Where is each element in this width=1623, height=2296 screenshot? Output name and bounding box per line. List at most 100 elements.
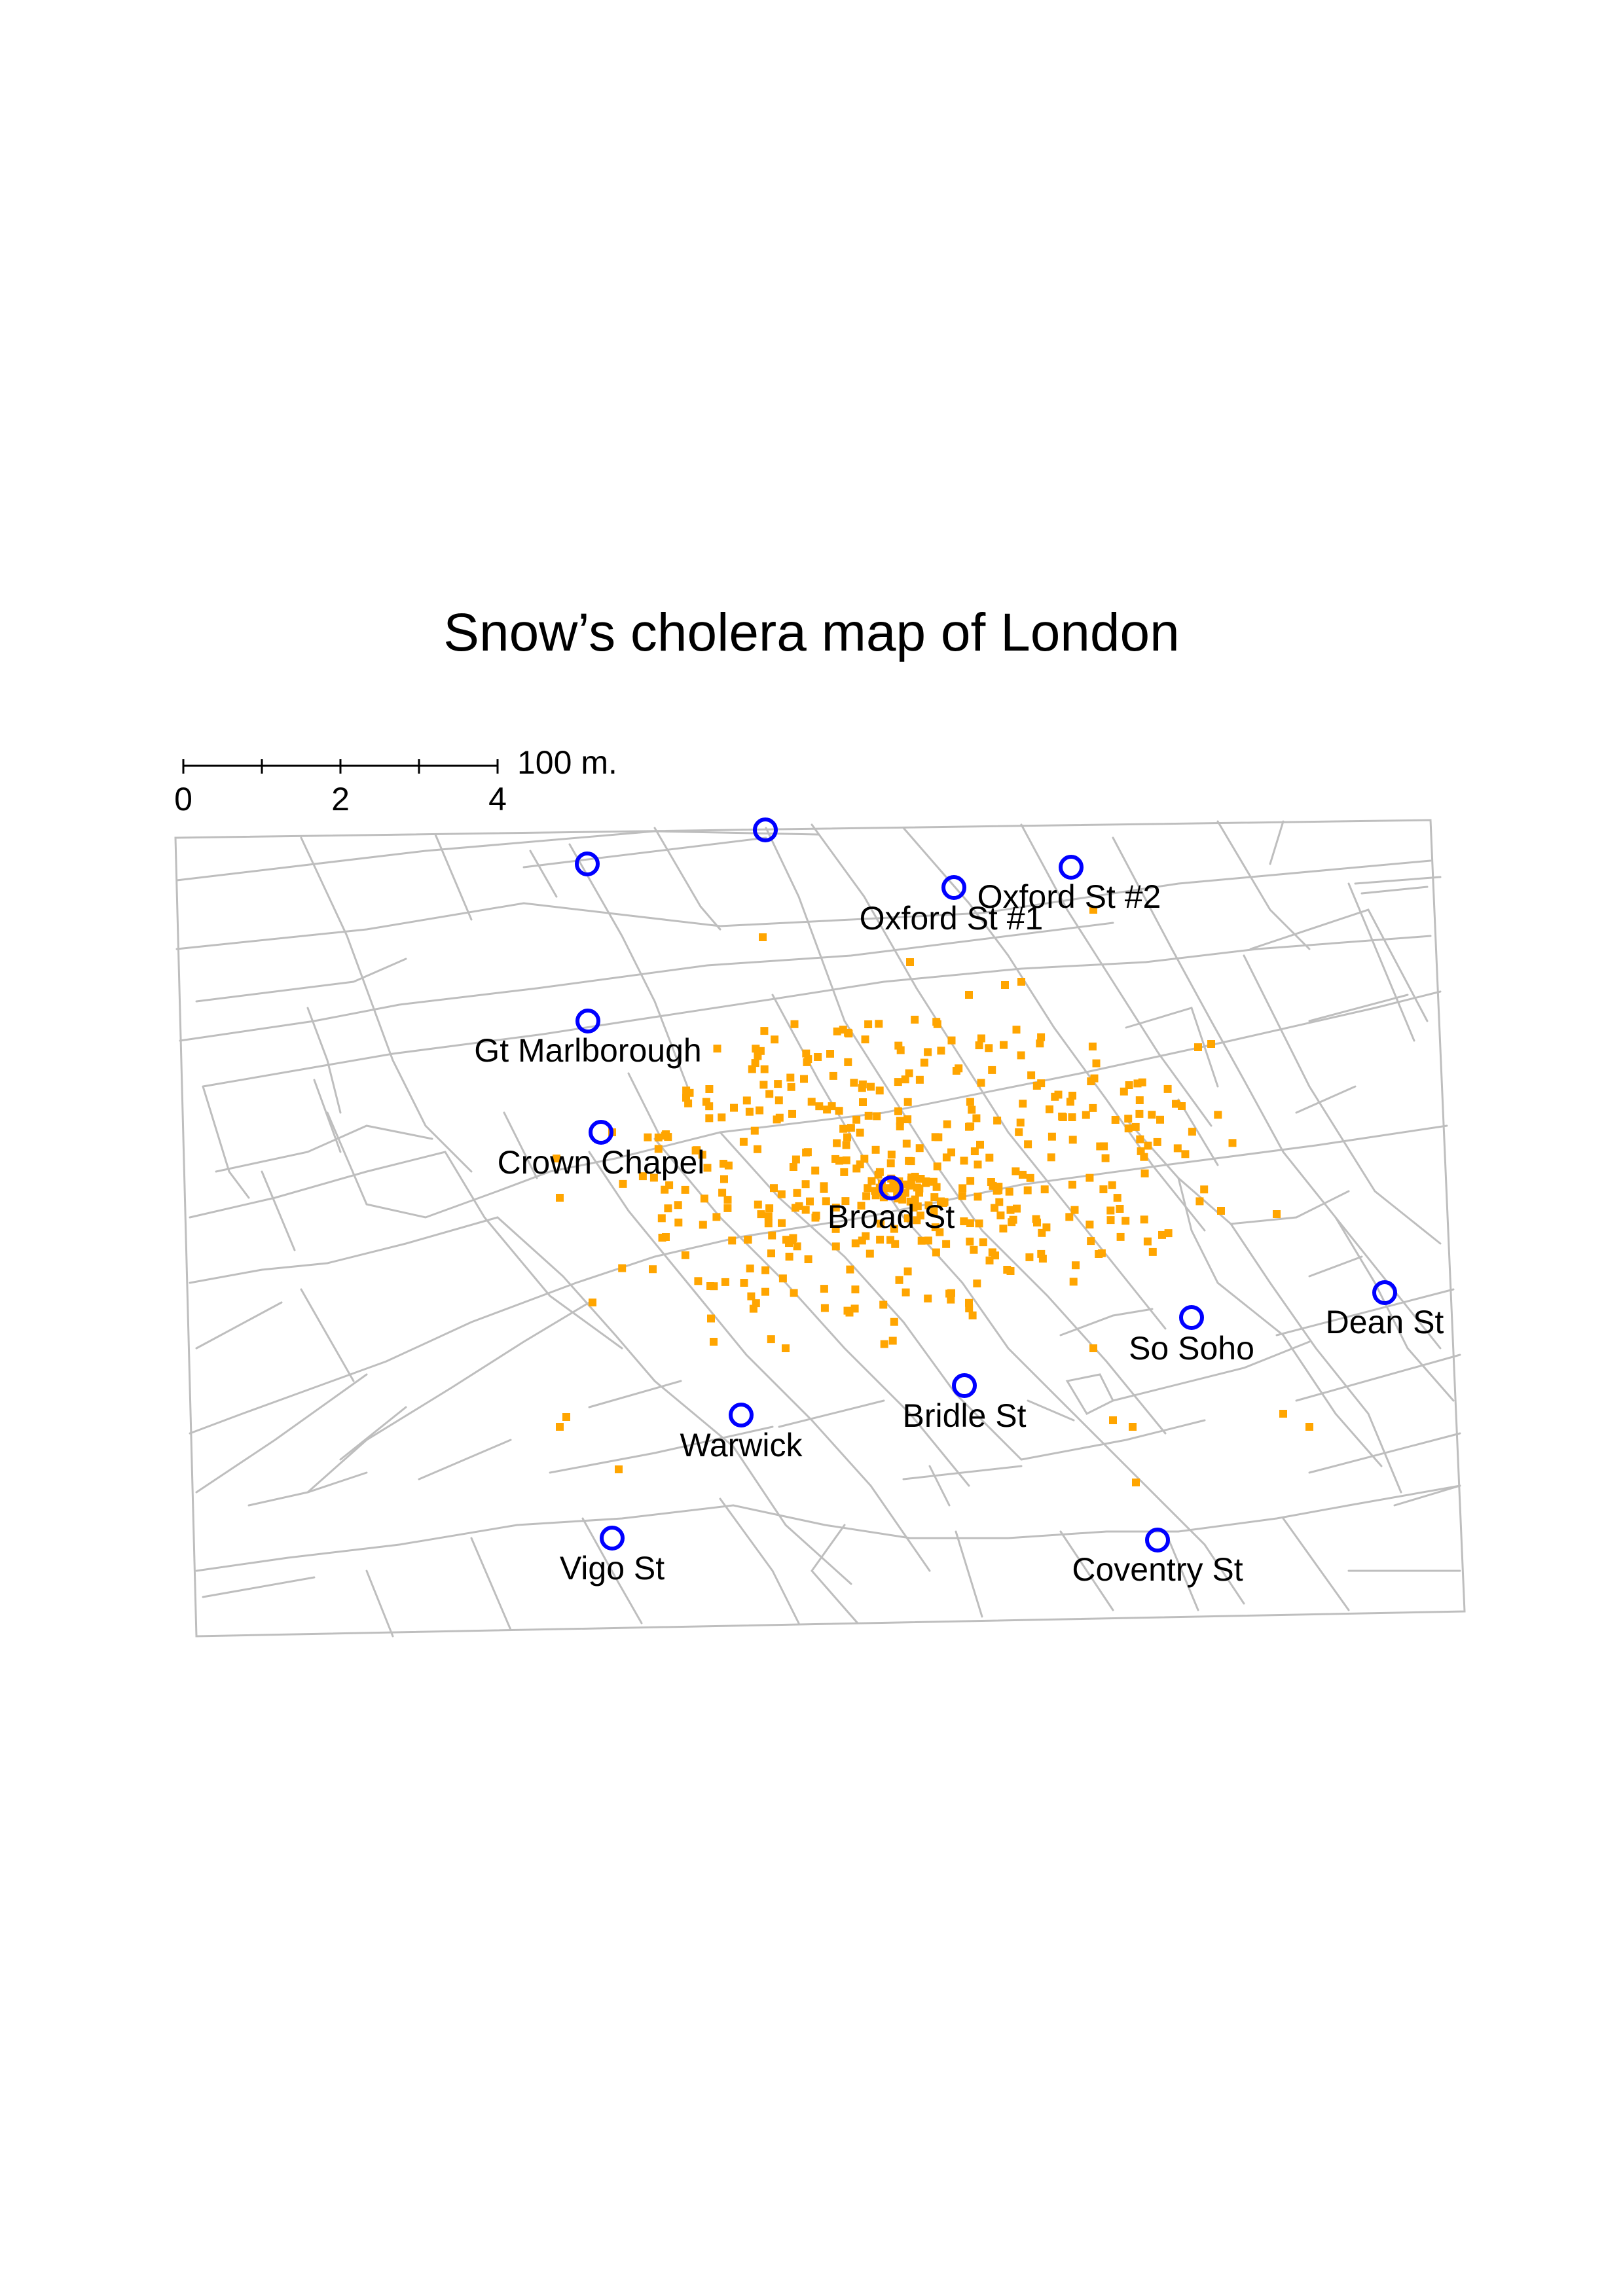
- death-marker: [698, 1151, 706, 1159]
- death-marker: [793, 1242, 801, 1251]
- death-marker: [657, 1214, 666, 1223]
- street-network: [175, 820, 1461, 1638]
- death-marker: [932, 1248, 940, 1257]
- death-marker: [756, 1106, 764, 1115]
- death-marker: [1037, 1079, 1046, 1088]
- pump-marker-oxford-st-1[interactable]: [941, 875, 966, 900]
- death-marker: [864, 1020, 873, 1028]
- death-marker: [1017, 978, 1025, 986]
- death-marker: [681, 1185, 689, 1194]
- pump-label-so-soho: So Soho: [1129, 1330, 1254, 1367]
- death-marker: [937, 1197, 945, 1206]
- death-marker: [903, 1267, 912, 1276]
- death-marker: [873, 1112, 881, 1121]
- death-marker: [1068, 1136, 1077, 1144]
- death-marker: [1068, 1113, 1076, 1121]
- death-marker: [931, 1133, 939, 1141]
- death-marker: [1129, 1423, 1137, 1431]
- death-marker: [1188, 1128, 1196, 1136]
- death-marker: [916, 1211, 924, 1220]
- death-marker: [991, 1251, 999, 1260]
- death-marker: [1099, 1185, 1108, 1194]
- death-marker: [1019, 1100, 1027, 1108]
- death-marker: [730, 1103, 738, 1112]
- pump-marker-broad-st[interactable]: [879, 1175, 903, 1200]
- death-marker: [723, 1196, 732, 1204]
- pump-marker-briddle-st[interactable]: [952, 1373, 977, 1398]
- death-marker: [822, 1197, 830, 1206]
- pump-marker-so-soho[interactable]: [1179, 1305, 1204, 1330]
- pump-marker-crown-chapel[interactable]: [589, 1120, 613, 1145]
- death-marker: [1024, 1140, 1032, 1149]
- death-marker: [710, 1338, 718, 1346]
- death-marker: [1181, 1150, 1190, 1158]
- death-marker: [757, 1210, 765, 1219]
- death-marker: [638, 1172, 647, 1181]
- death-marker: [694, 1277, 702, 1285]
- pump-marker-vigo-st[interactable]: [600, 1526, 625, 1551]
- death-marker: [739, 1138, 748, 1146]
- death-marker: [976, 1140, 984, 1149]
- pump-marker-oxford-st-2[interactable]: [1059, 855, 1084, 880]
- death-marker: [922, 1177, 930, 1185]
- death-marker: [721, 1278, 729, 1286]
- death-marker: [752, 1299, 760, 1308]
- death-marker: [785, 1253, 793, 1261]
- death-marker: [966, 1098, 974, 1106]
- pump-label-vigo-st: Vigo St: [560, 1550, 665, 1587]
- death-marker: [742, 1096, 751, 1105]
- death-marker: [1305, 1423, 1313, 1431]
- death-marker: [1124, 1115, 1133, 1123]
- death-marker: [760, 1027, 769, 1035]
- death-marker: [831, 1204, 840, 1211]
- death-marker: [924, 1048, 932, 1056]
- death-marker: [996, 1211, 1005, 1219]
- death-marker: [843, 1306, 852, 1315]
- pump-marker[interactable]: [753, 817, 778, 842]
- death-marker: [1194, 1043, 1202, 1051]
- death-marker: [975, 1041, 983, 1050]
- pump-marker-dean-st[interactable]: [1372, 1280, 1397, 1305]
- death-marker: [782, 1344, 790, 1352]
- death-marker: [901, 1075, 909, 1084]
- death-marker: [958, 1192, 966, 1200]
- death-marker: [589, 1299, 596, 1306]
- death-marker: [1001, 981, 1009, 989]
- death-marker: [930, 1207, 938, 1215]
- death-marker: [1136, 1135, 1144, 1143]
- pump-marker-gt-marlborough[interactable]: [575, 1009, 600, 1033]
- death-marker: [988, 1066, 996, 1074]
- death-marker: [767, 1249, 775, 1257]
- death-marker: [740, 1279, 748, 1287]
- death-marker: [906, 958, 914, 966]
- death-marker: [654, 1133, 663, 1141]
- death-marker: [1070, 1206, 1079, 1214]
- death-marker: [1089, 1103, 1097, 1112]
- death-marker: [907, 1157, 915, 1166]
- pump-marker-warwick[interactable]: [729, 1403, 754, 1427]
- death-marker: [835, 1107, 843, 1115]
- death-marker: [1124, 1124, 1133, 1133]
- death-marker: [1006, 1206, 1015, 1214]
- death-marker: [911, 1172, 919, 1181]
- death-marker: [924, 1294, 932, 1302]
- death-marker: [966, 1237, 974, 1246]
- death-marker: [702, 1098, 710, 1106]
- pump-marker-coventry-st[interactable]: [1145, 1528, 1170, 1552]
- pump-marker[interactable]: [575, 852, 600, 876]
- death-marker: [1012, 1026, 1021, 1034]
- death-marker: [1037, 1249, 1046, 1258]
- death-marker: [774, 1080, 782, 1088]
- death-marker: [771, 1035, 779, 1044]
- death-marker: [707, 1314, 715, 1323]
- death-marker: [850, 1079, 858, 1087]
- death-marker: [947, 1289, 955, 1297]
- death-marker: [965, 991, 973, 999]
- death-marker: [793, 1189, 801, 1197]
- death-marker: [803, 1148, 812, 1157]
- death-marker: [1015, 1128, 1023, 1136]
- scale-tick-label-2: 2: [331, 781, 350, 817]
- death-marker: [851, 1285, 860, 1294]
- death-marker: [1082, 1111, 1090, 1119]
- death-marker: [1089, 906, 1097, 914]
